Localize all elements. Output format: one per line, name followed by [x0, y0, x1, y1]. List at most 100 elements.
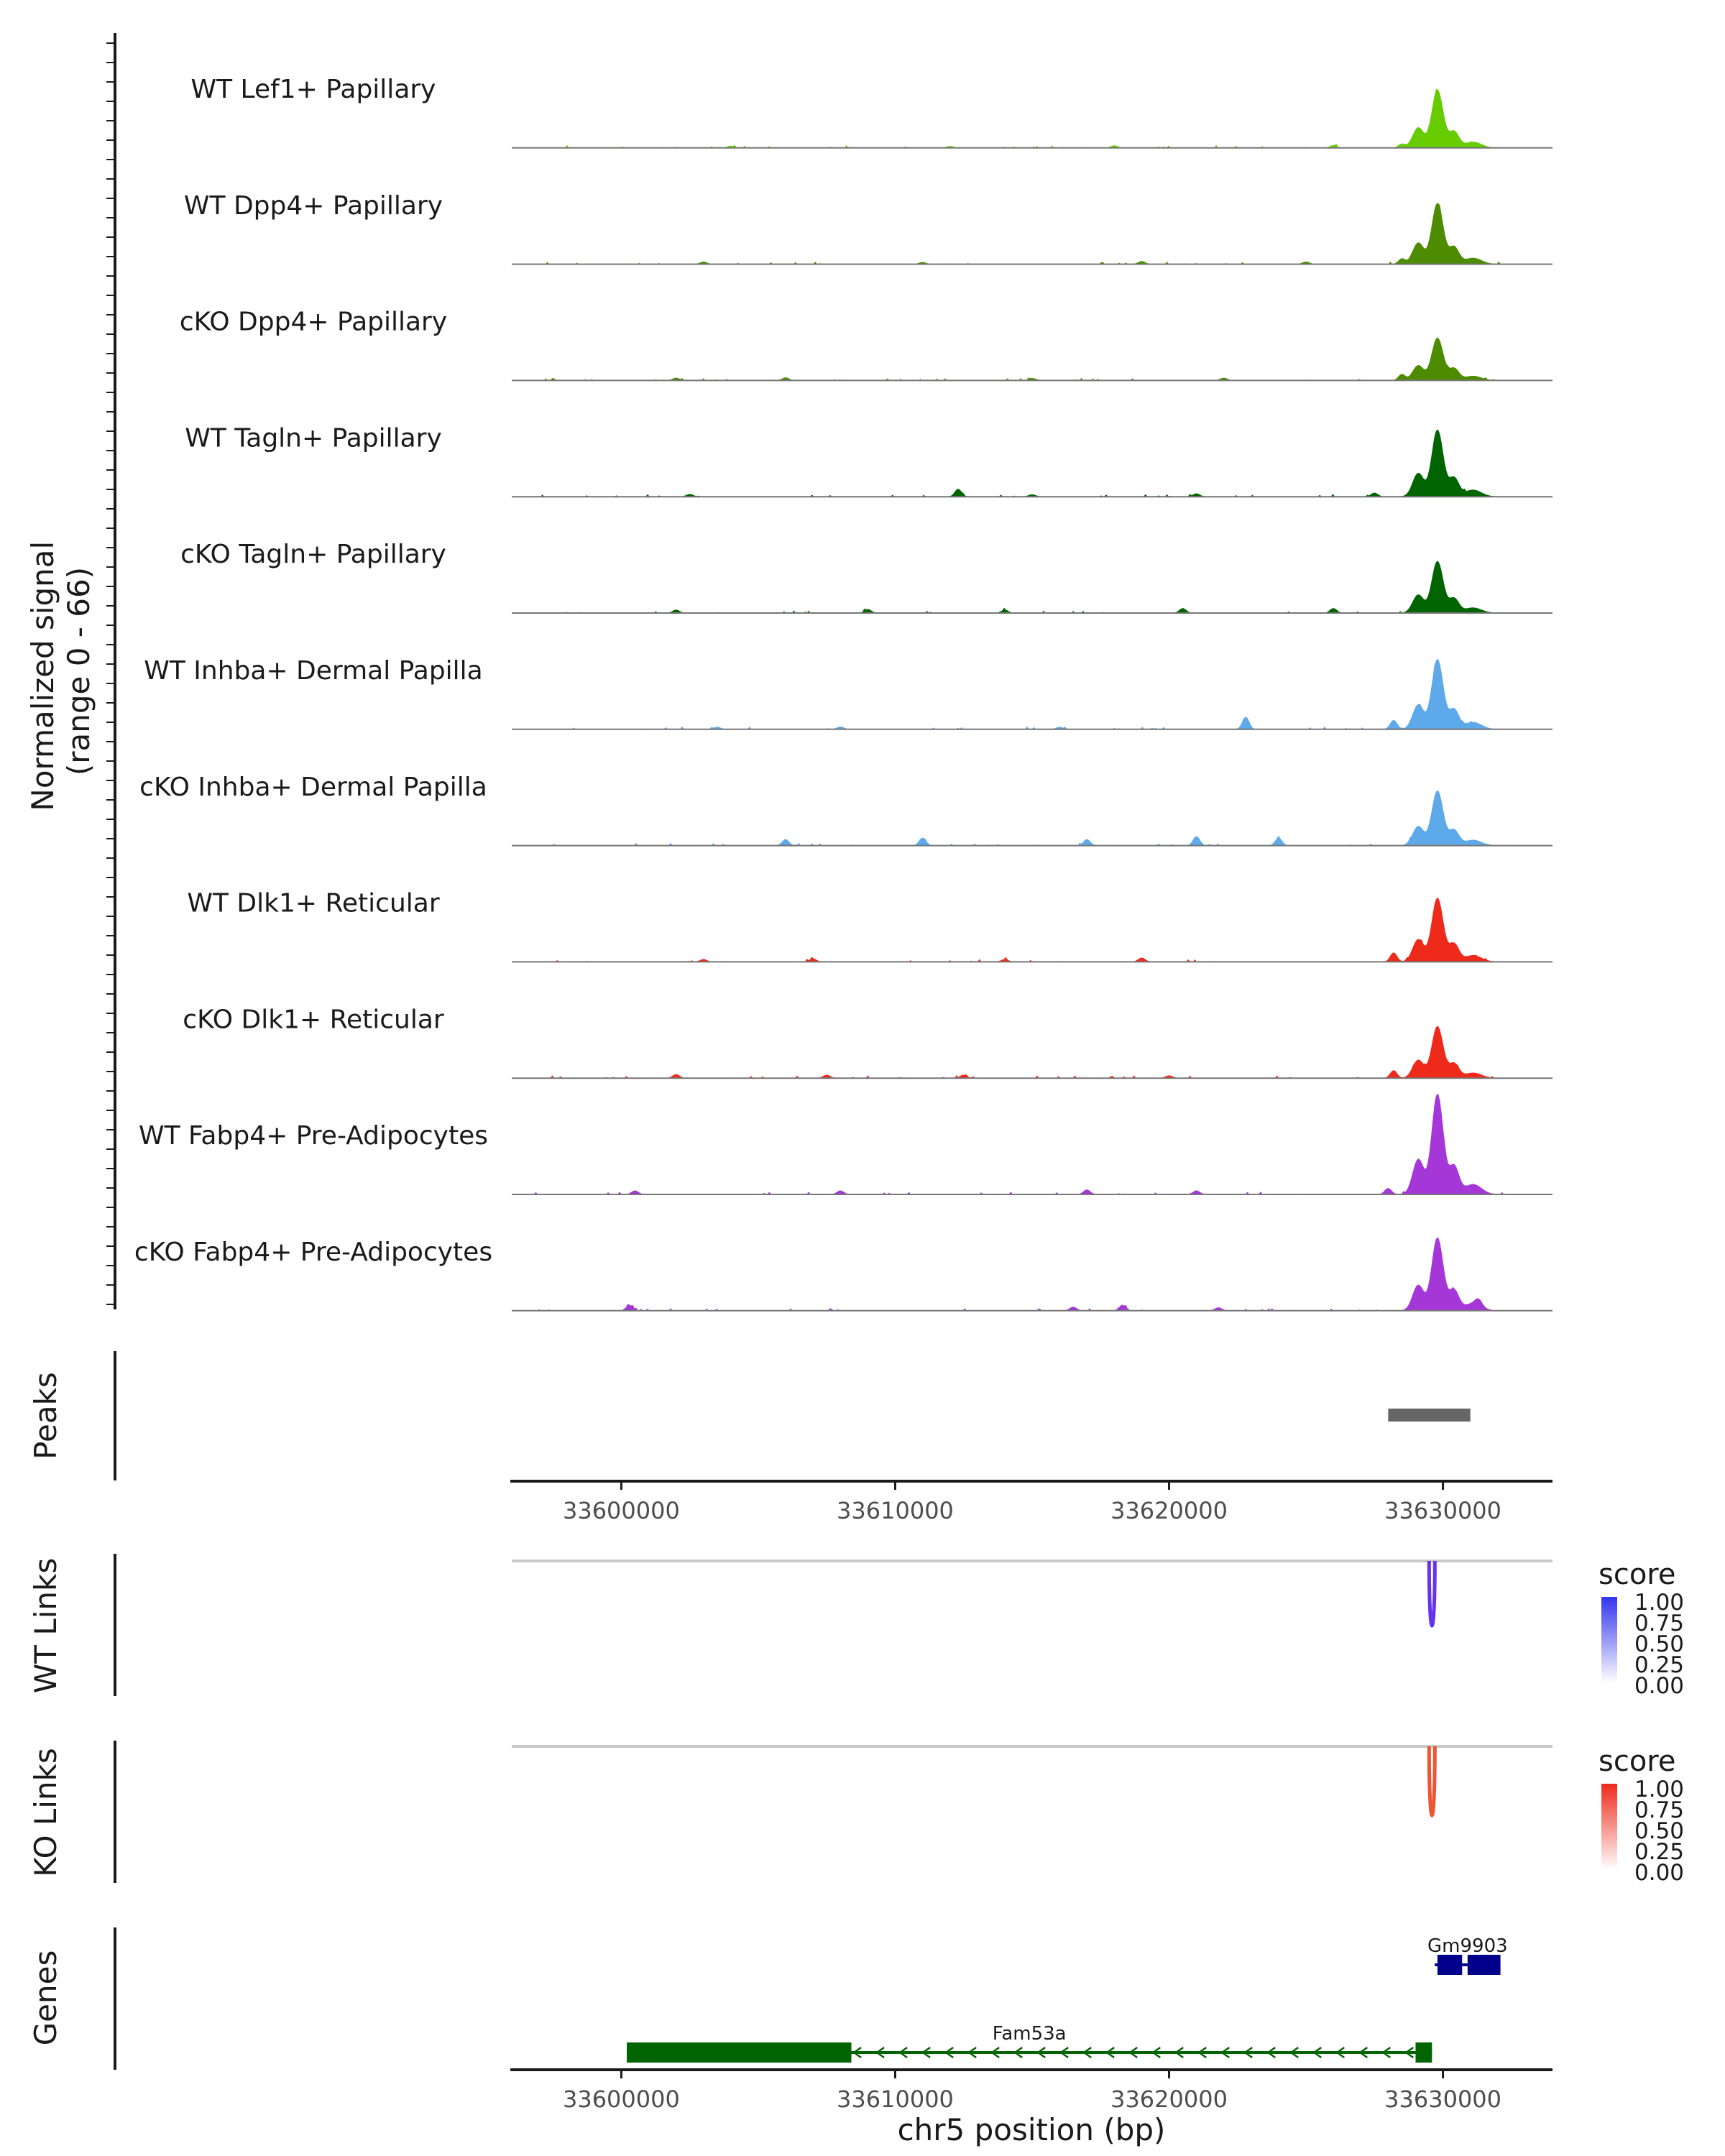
- strand-chevron: [1243, 2046, 1253, 2059]
- legend-tick-label: 0.50: [1634, 1631, 1684, 1657]
- genes-label: Genes: [28, 1950, 63, 2046]
- legend-title: score: [1598, 1745, 1675, 1778]
- x-tick-label: 33630000: [1384, 2086, 1501, 2113]
- gene-model: Fam53a: [627, 2023, 1432, 2063]
- wt-links-label: WT Links: [28, 1558, 63, 1693]
- strand-chevron: [1151, 2046, 1161, 2059]
- strand-chevron: [1289, 2046, 1300, 2059]
- track-label: cKO Dpp4+ Papillary: [180, 308, 447, 337]
- coverage-area: [532, 1237, 1504, 1312]
- strand-chevron: [1197, 2046, 1207, 2059]
- x-tick-label: 33610000: [837, 1497, 954, 1524]
- coverage-track: cKO Tagln+ Papillary: [180, 540, 1552, 614]
- strand-chevron: [1266, 2046, 1276, 2059]
- x-tick-label: 33620000: [1110, 2086, 1228, 2113]
- x-tick-label: 33610000: [837, 2086, 954, 2113]
- strand-chevron: [1381, 2046, 1392, 2059]
- strand-chevron: [1335, 2046, 1346, 2059]
- gene-name: Gm9903: [1427, 1935, 1508, 1957]
- coverage-area: [532, 88, 1504, 149]
- legend-tick-label: 1.00: [1634, 1590, 1684, 1616]
- wt-link-arc: [1427, 1560, 1437, 1628]
- coverage-area: [532, 658, 1504, 730]
- coverage-y-ticks: [106, 42, 115, 1305]
- peak-region: [1388, 1409, 1471, 1422]
- coverage-area: [532, 790, 1504, 847]
- gene-model: Gm9903: [1427, 1935, 1508, 1975]
- track-label: cKO Dlk1+ Reticular: [183, 1005, 444, 1034]
- gene-exon: [1415, 2042, 1432, 2063]
- peaks-panel: Peaks 33600000 33610000 33620000 33630000: [28, 1351, 1552, 1524]
- coverage-track: WT Fabp4+ Pre-Adipocytes: [139, 1093, 1552, 1195]
- track-label: WT Inhba+ Dermal Papilla: [144, 656, 482, 686]
- gene-models: Gm9903 Fam53a: [627, 1935, 1508, 2063]
- coverage-y-axis-label: Normalized signal (range 0 - 66): [25, 531, 96, 811]
- track-label: WT Fabp4+ Pre-Adipocytes: [139, 1121, 488, 1151]
- strand-chevron: [898, 2046, 908, 2059]
- legend-tick-label: 0.50: [1634, 1818, 1684, 1844]
- strand-chevron: [921, 2046, 931, 2059]
- strand-chevron: [1013, 2046, 1023, 2059]
- x-axis-bottom: 33600000 33610000 33620000 33630000: [563, 2070, 1501, 2113]
- coverage-track: WT Lef1+ Papillary: [191, 75, 1552, 149]
- strand-chevron: [944, 2046, 954, 2059]
- coverage-track: WT Tagln+ Papillary: [185, 423, 1552, 498]
- legend-title: score: [1598, 1558, 1675, 1591]
- x-tick-label: 33630000: [1384, 1497, 1501, 1524]
- gene-exon: [1437, 1955, 1463, 1975]
- legend-tick-label: 0.00: [1634, 1673, 1684, 1699]
- coverage-track: cKO Fabp4+ Pre-Adipocytes: [134, 1237, 1552, 1312]
- legend-tick-label: 0.25: [1634, 1652, 1684, 1678]
- legend-tick-label: 0.75: [1634, 1611, 1684, 1636]
- legend-tick-label: 1.00: [1634, 1777, 1684, 1802]
- legend-tick-label: 0.75: [1634, 1797, 1684, 1823]
- x-axis-label: chr5 position (bp): [898, 2112, 1166, 2147]
- genes-panel: Genes Gm9903 Fam53a 33600000 33610000 33620…: [28, 1927, 1552, 2147]
- x-tick-label: 33620000: [1110, 1497, 1228, 1524]
- track-label: cKO Inhba+ Dermal Papilla: [139, 773, 487, 802]
- strand-chevron: [875, 2046, 885, 2059]
- coverage-track: WT Inhba+ Dermal Papilla: [144, 656, 1552, 730]
- coverage-area: [532, 1026, 1504, 1079]
- strand-chevron: [1174, 2046, 1184, 2059]
- track-label: WT Dlk1+ Reticular: [187, 889, 439, 918]
- track-label: cKO Fabp4+ Pre-Adipocytes: [134, 1238, 492, 1267]
- coverage-area: [532, 203, 1504, 265]
- gene-name: Fam53a: [993, 2023, 1067, 2045]
- strand-chevron: [990, 2046, 1000, 2059]
- strand-chevron: [852, 2046, 862, 2059]
- strand-chevron: [1036, 2046, 1046, 2059]
- strand-chevron: [1312, 2046, 1322, 2059]
- peak-regions: [1388, 1409, 1471, 1422]
- coverage-track: WT Dlk1+ Reticular: [187, 889, 1552, 963]
- coverage-area: [532, 1093, 1504, 1195]
- strand-chevron: [1358, 2046, 1368, 2059]
- coverage-track: cKO Inhba+ Dermal Papilla: [139, 773, 1552, 847]
- coverage-panel: Normalized signal (range 0 - 66) WT Lef1…: [25, 33, 1552, 1312]
- coverage-track: cKO Dpp4+ Papillary: [180, 308, 1552, 382]
- ko-links-label: KO Links: [28, 1748, 63, 1877]
- gene-exon: [627, 2042, 852, 2063]
- peaks-label: Peaks: [28, 1372, 63, 1460]
- x-tick-label: 33600000: [563, 2086, 680, 2113]
- strand-chevron: [1105, 2046, 1115, 2059]
- coverage-tracks: WT Lef1+ Papillary WT Dpp4+ Papillary cKO …: [134, 75, 1552, 1312]
- ko-link-arc: [1427, 1746, 1437, 1818]
- coverage-track: WT Dpp4+ Papillary: [184, 191, 1552, 265]
- strand-chevron: [967, 2046, 977, 2059]
- legend-colorbar: [1601, 1597, 1617, 1683]
- coverage-area: [532, 561, 1504, 614]
- legend-tick-label: 0.00: [1634, 1860, 1684, 1886]
- strand-chevron: [1404, 2046, 1414, 2059]
- coverage-area: [532, 429, 1504, 497]
- strand-chevron: [1059, 2046, 1069, 2059]
- track-label: cKO Tagln+ Papillary: [180, 540, 446, 569]
- gene-exon: [1467, 1955, 1501, 1975]
- legend-colorbar: [1601, 1784, 1617, 1870]
- coverage-area: [532, 337, 1504, 381]
